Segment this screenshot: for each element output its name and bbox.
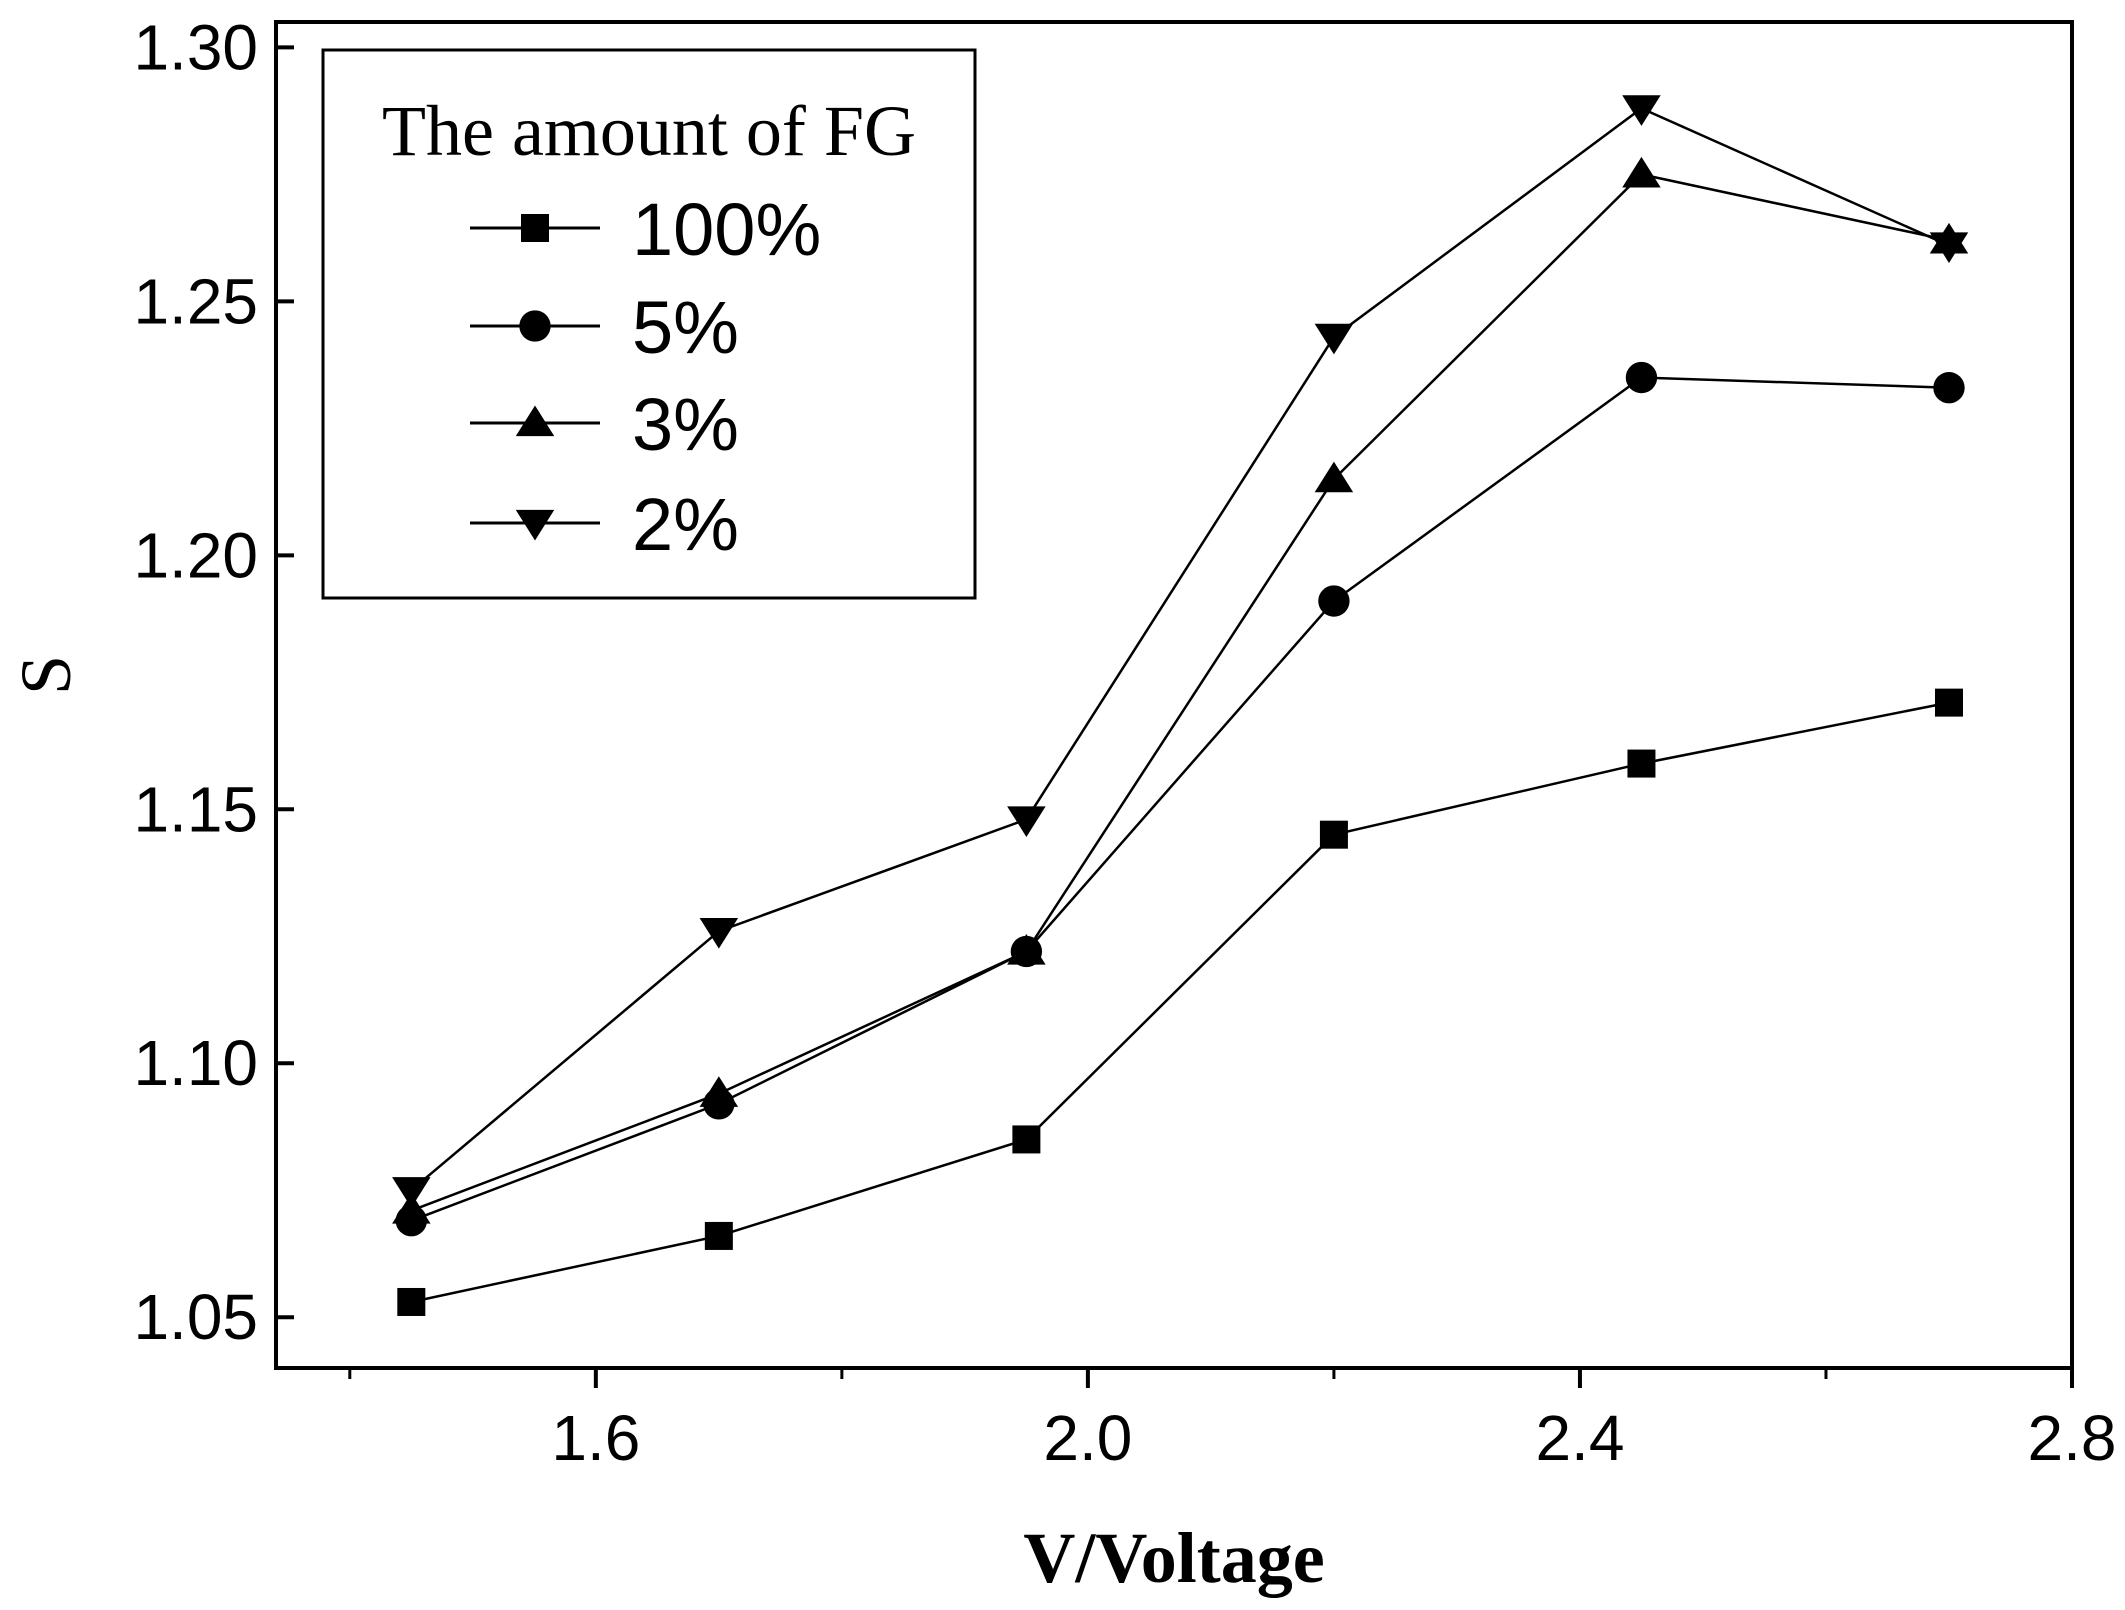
data-point-2pct	[1007, 806, 1046, 837]
data-point-5pct	[1625, 361, 1658, 394]
x-axis-label: V/Voltage	[1023, 1518, 1324, 1598]
y-axis-label: S	[6, 655, 86, 695]
series-line-2pct	[410, 106, 1950, 1192]
x-tick-label: 2.4	[1535, 1402, 1624, 1474]
data-point-3pct	[392, 1193, 431, 1224]
y-tick-label: 1.20	[133, 519, 258, 591]
data-point-2pct	[392, 1177, 431, 1208]
data-point-100pct	[1012, 1125, 1041, 1154]
legend-marker-100pct	[521, 214, 549, 242]
data-point-3pct	[1622, 156, 1661, 188]
y-tick-label: 1.25	[133, 265, 258, 337]
x-tick-label: 2.0	[1043, 1402, 1132, 1474]
y-tick-label: 1.10	[133, 1027, 258, 1099]
legend-items: 100% 5% 3% 2%	[470, 188, 821, 566]
series-line-3pct	[410, 173, 1950, 1212]
y-tick-label: 1.30	[133, 11, 258, 83]
legend-box	[321, 48, 977, 600]
data-point-2pct	[1929, 232, 1969, 263]
legend-marker-5pct	[519, 310, 551, 342]
data-point-100pct	[1627, 749, 1656, 778]
data-point-2pct	[699, 918, 739, 949]
legend: The amount of FG 100% 5% 3% 2%	[321, 48, 977, 600]
legend-label-100pct: 100%	[632, 188, 821, 271]
plot-frame	[274, 20, 2074, 1370]
x-tick-label: 2.8	[2028, 1402, 2117, 1474]
y-tick-label: 1.05	[133, 1281, 258, 1353]
data-point-3pct	[1007, 934, 1046, 965]
legend-title: The amount of FG	[382, 91, 916, 171]
data-point-100pct	[1934, 688, 1963, 717]
legend-label-2pct: 2%	[632, 483, 739, 566]
series-line-5pct	[410, 376, 1950, 1222]
data-point-3pct	[1314, 461, 1354, 493]
y-tick-label: 1.15	[133, 773, 258, 845]
x-tick-label: 1.6	[551, 1402, 640, 1474]
data-point-5pct	[1933, 372, 1965, 404]
data-point-2pct	[1622, 95, 1661, 126]
axis-layer: 1.05 1.10 1.15 1.20 1.25 1.30 1.6 2.0 2.4 2.8	[133, 11, 2116, 1474]
data-point-100pct	[397, 1287, 426, 1316]
legend-label-3pct: 3%	[632, 383, 739, 466]
data-point-5pct	[1318, 585, 1350, 617]
data-point-2pct	[1314, 323, 1354, 355]
data-point-100pct	[704, 1221, 733, 1250]
plot-layer	[392, 95, 1969, 1316]
legend-marker-2pct	[515, 509, 555, 541]
data-point-3pct	[699, 1076, 739, 1107]
legend-marker-3pct	[515, 405, 555, 437]
data-point-100pct	[1319, 820, 1348, 849]
legend-label-5pct: 5%	[632, 286, 739, 369]
series-line-100pct	[411, 701, 1950, 1304]
